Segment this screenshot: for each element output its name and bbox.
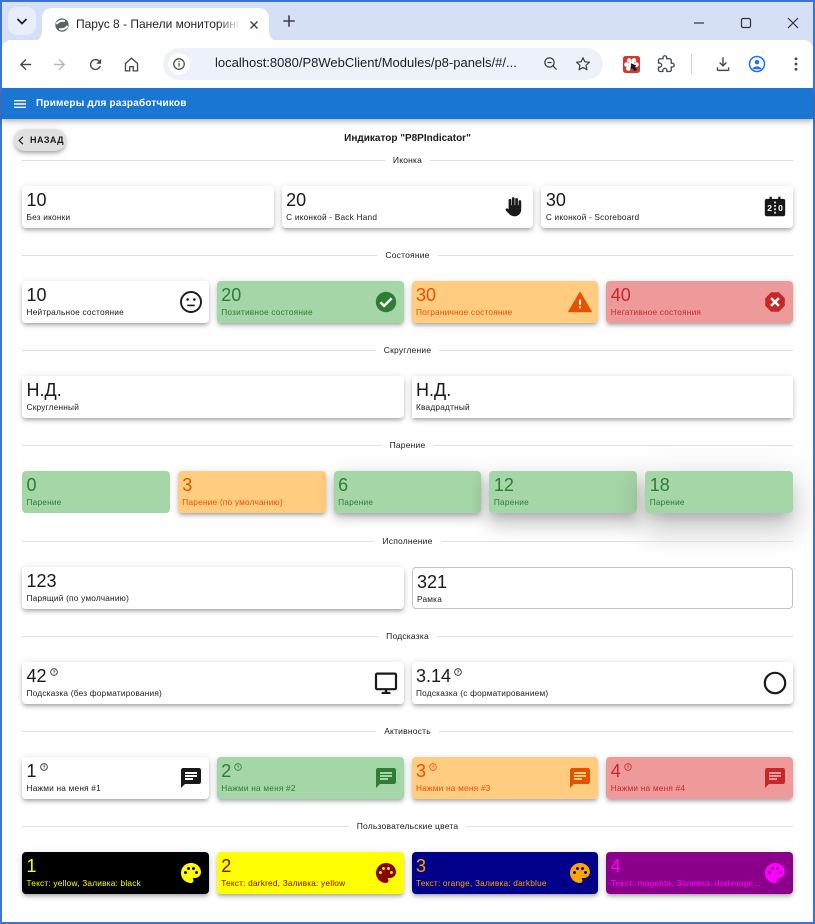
- svg-text:?: ?: [52, 669, 55, 674]
- svg-text:?: ?: [42, 764, 45, 769]
- svg-text:?: ?: [457, 669, 460, 674]
- svg-text:?: ?: [626, 764, 629, 769]
- svg-text:?: ?: [237, 764, 240, 769]
- svg-text:0: 0: [778, 203, 783, 213]
- svg-text:2: 2: [767, 203, 772, 213]
- svg-text:?: ?: [432, 764, 435, 769]
